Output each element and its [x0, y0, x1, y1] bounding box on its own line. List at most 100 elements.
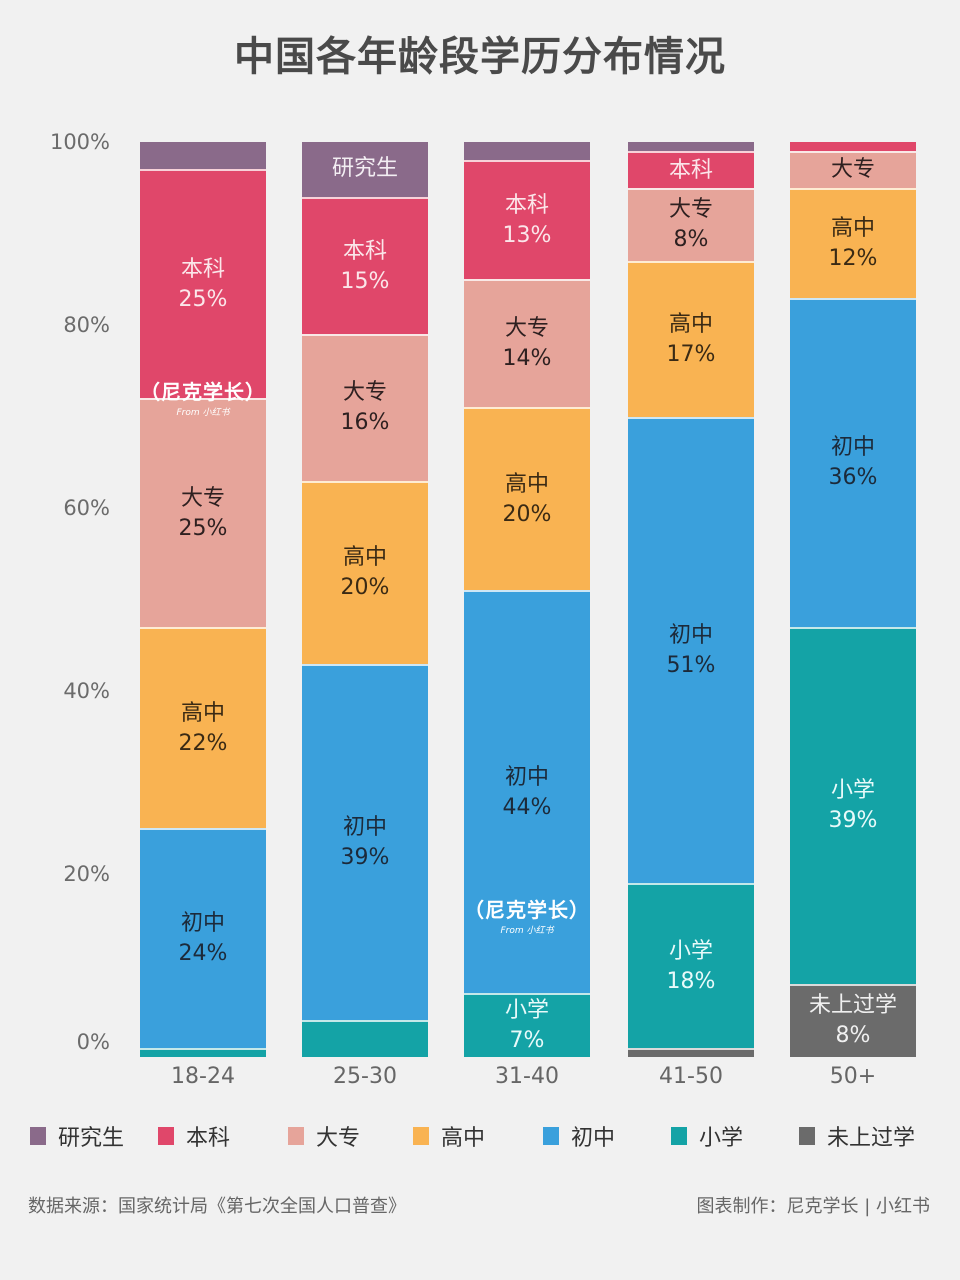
- legend-label: 本科: [186, 1126, 231, 1151]
- segment-value: 20%: [502, 501, 552, 527]
- x-label: 18-24: [171, 1064, 235, 1089]
- segment-本科: 本科 15%: [302, 196, 428, 335]
- legend-label: 研究生: [58, 1126, 125, 1151]
- segment-label: 大专: [668, 197, 713, 223]
- legend-label: 初中: [571, 1126, 616, 1151]
- segment-label: 小学: [504, 997, 549, 1023]
- segment-label: 高中: [830, 215, 875, 241]
- segment-初中: 初中 24%: [140, 828, 266, 1048]
- segment-label: 小学: [830, 778, 875, 804]
- segment-研究生: [140, 142, 266, 170]
- segment-label: 高中: [342, 545, 387, 571]
- legend-item-研究生: 研究生: [30, 1118, 158, 1154]
- segment-大专: 大专 8%: [628, 187, 754, 261]
- segment-小学: 小学 18%: [628, 883, 754, 1048]
- legend: 研究生 本科 大专 高中 初中 小学 未上过学: [30, 1118, 950, 1154]
- legend-item-初中: 初中: [543, 1118, 671, 1154]
- segment-研究生: 研究生: [302, 142, 428, 197]
- segment-value: 22%: [178, 730, 228, 756]
- segment-初中: 初中 51%: [628, 416, 754, 884]
- legend-item-大专: 大专: [288, 1118, 413, 1154]
- chart-credit: 图表制作：尼克学长 | 小红书: [696, 1196, 930, 1217]
- segment-未上过学: 未上过学 8%: [790, 983, 916, 1057]
- segment-初中: 初中 36%: [790, 297, 916, 627]
- segment-小学: 小学 39%: [790, 626, 916, 984]
- x-axis: 18-24 25-30 31-40 41-50 50+: [140, 1064, 920, 1094]
- segment-value: 39%: [340, 844, 390, 870]
- segment-value: 44%: [502, 794, 552, 820]
- segment-label: 大专: [830, 157, 875, 183]
- legend-swatch: [671, 1127, 687, 1145]
- legend-swatch: [543, 1127, 559, 1145]
- y-tick: 100%: [49, 130, 110, 154]
- legend-swatch: [30, 1127, 46, 1145]
- segment-label: 未上过学: [808, 993, 897, 1019]
- segment-value: 39%: [828, 808, 878, 834]
- segment-未上过学: [628, 1047, 754, 1057]
- legend-item-未上过学: 未上过学: [799, 1118, 915, 1154]
- segment-研究生: [628, 142, 754, 152]
- legend-label: 大专: [316, 1126, 361, 1151]
- segment-value: 25%: [178, 286, 228, 312]
- segment-小学: [302, 1020, 428, 1057]
- segment-高中: 高中 22%: [140, 626, 266, 829]
- bar-31-40: 小学 7% 初中 44% 高中 20% 大专 14% 本科 13%: [464, 142, 590, 1057]
- segment-本科: 本科 13%: [464, 160, 590, 280]
- segment-value: 25%: [178, 515, 228, 541]
- segment-label: 初中: [180, 911, 225, 937]
- legend-label: 未上过学: [827, 1126, 916, 1151]
- segment-label: 初中: [830, 435, 875, 461]
- x-label: 25-30: [333, 1064, 397, 1089]
- legend-swatch: [158, 1127, 174, 1145]
- segment-本科: 本科 25%: [140, 169, 266, 399]
- segment-label: 高中: [504, 471, 549, 497]
- segment-label: 本科: [342, 238, 387, 264]
- segment-label: 初中: [342, 814, 387, 840]
- segment-label: 小学: [668, 938, 713, 964]
- segment-研究生: [464, 142, 590, 161]
- segment-label: 本科: [180, 256, 225, 282]
- segment-高中: 高中 20%: [464, 407, 590, 591]
- segment-初中: 初中 44%: [464, 590, 590, 993]
- segment-value: 20%: [340, 575, 390, 601]
- bar-18-24: 初中 24% 高中 22% 大专 25% 本科 25%: [140, 142, 266, 1057]
- legend-item-高中: 高中: [413, 1118, 543, 1154]
- y-tick: 40%: [63, 679, 110, 703]
- segment-label: 高中: [180, 700, 225, 726]
- y-tick: 0%: [76, 1030, 110, 1054]
- segment-label: 高中: [668, 311, 713, 337]
- segment-value: 17%: [666, 341, 716, 367]
- y-tick: 20%: [63, 862, 110, 886]
- y-tick: 80%: [63, 313, 110, 337]
- segment-value: 36%: [828, 465, 878, 491]
- segment-大专: 大专: [790, 151, 916, 188]
- segment-label: 研究生: [331, 156, 398, 182]
- legend-item-小学: 小学: [671, 1118, 799, 1154]
- chart-title: 中国各年龄段学历分布情况: [234, 34, 726, 80]
- segment-value: 15%: [340, 268, 390, 294]
- segment-label: 本科: [668, 157, 713, 183]
- segment-label: 本科: [504, 192, 549, 218]
- segment-大专: 大专 16%: [302, 334, 428, 481]
- legend-label: 小学: [699, 1126, 744, 1151]
- segment-value: 13%: [502, 222, 552, 248]
- segment-label: 初中: [668, 622, 713, 648]
- segment-value: 7%: [509, 1027, 545, 1053]
- y-tick: 60%: [63, 496, 110, 520]
- segment-本科: 本科: [628, 151, 754, 188]
- segment-value: 14%: [502, 346, 552, 372]
- segment-高中: 高中 20%: [302, 480, 428, 664]
- segment-label: 初中: [504, 764, 549, 790]
- segment-大专: 大专 14%: [464, 279, 590, 408]
- segment-value: 8%: [673, 227, 709, 253]
- bar-50-plus: 未上过学 8% 小学 39% 初中 36% 高中 12% 大专: [790, 142, 916, 1057]
- legend-swatch: [288, 1127, 304, 1145]
- segment-value: 51%: [666, 652, 716, 678]
- segment-高中: 高中 12%: [790, 187, 916, 298]
- segment-value: 16%: [340, 410, 390, 436]
- segment-高中: 高中 17%: [628, 260, 754, 417]
- segment-大专: 大专 25%: [140, 398, 266, 627]
- segment-小学: 小学 7%: [464, 992, 590, 1057]
- bar-25-30: 初中 39% 高中 20% 大专 16% 本科 15% 研究生: [302, 142, 428, 1057]
- segment-初中: 初中 39%: [302, 663, 428, 1021]
